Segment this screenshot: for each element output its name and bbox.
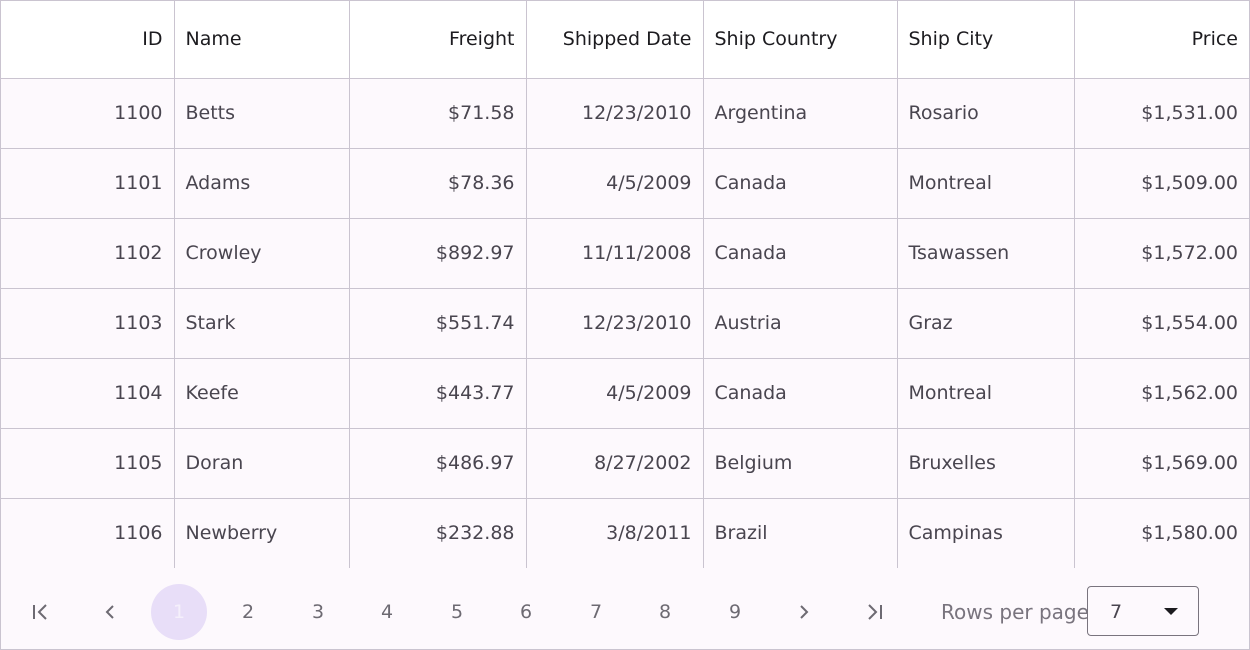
cell-shipped-date[interactable]: 12/23/2010 — [526, 78, 704, 149]
cell-price[interactable]: $1,572.00 — [1074, 218, 1249, 289]
cell-freight[interactable]: $443.77 — [349, 358, 527, 429]
chevron-right-icon — [800, 605, 809, 619]
cell-ship-country[interactable]: Brazil — [703, 498, 898, 569]
table-row[interactable]: 1101 Adams $78.36 4/5/2009 Canada Montre… — [1, 148, 1249, 219]
cell-name[interactable]: Doran — [174, 428, 350, 499]
column-header-freight[interactable]: Freight — [349, 1, 527, 79]
table-row[interactable]: 1103 Stark $551.74 12/23/2010 Austria Gr… — [1, 288, 1249, 359]
cell-ship-country[interactable]: Canada — [703, 358, 898, 429]
cell-freight[interactable]: $486.97 — [349, 428, 527, 499]
page-button-7[interactable]: 7 — [589, 601, 603, 623]
page-button-4[interactable]: 4 — [380, 601, 394, 623]
cell-ship-city[interactable]: Rosario — [897, 78, 1075, 149]
cell-ship-city[interactable]: Bruxelles — [897, 428, 1075, 499]
chevron-left-icon — [105, 605, 114, 619]
rows-per-page-select[interactable]: 7 — [1087, 586, 1199, 636]
cell-price[interactable]: $1,554.00 — [1074, 288, 1249, 359]
cell-name[interactable]: Crowley — [174, 218, 350, 289]
cell-id[interactable]: 1105 — [1, 428, 175, 499]
page-button-8[interactable]: 8 — [658, 601, 672, 623]
first-page-button[interactable] — [13, 584, 69, 640]
cell-ship-country[interactable]: Canada — [703, 148, 898, 219]
cell-id[interactable]: 1101 — [1, 148, 175, 219]
page-button-9[interactable]: 9 — [728, 601, 742, 623]
cell-ship-city[interactable]: Montreal — [897, 358, 1075, 429]
cell-shipped-date[interactable]: 4/5/2009 — [526, 358, 704, 429]
cell-name[interactable]: Keefe — [174, 358, 350, 429]
page-button-5[interactable]: 5 — [450, 601, 464, 623]
cell-freight[interactable]: $551.74 — [349, 288, 527, 359]
column-header-shipped-date[interactable]: Shipped Date — [526, 1, 704, 79]
page-button-2[interactable]: 2 — [241, 601, 255, 623]
cell-name[interactable]: Stark — [174, 288, 350, 359]
page-button-6[interactable]: 6 — [519, 601, 533, 623]
first-page-icon — [33, 604, 47, 620]
cell-ship-country[interactable]: Austria — [703, 288, 898, 359]
column-header-ship-city[interactable]: Ship City — [897, 1, 1075, 79]
page-button-3[interactable]: 3 — [311, 601, 325, 623]
cell-shipped-date[interactable]: 4/5/2009 — [526, 148, 704, 219]
cell-name[interactable]: Adams — [174, 148, 350, 219]
cell-id[interactable]: 1102 — [1, 218, 175, 289]
rows-per-page-value: 7 — [1110, 601, 1123, 623]
cell-name[interactable]: Newberry — [174, 498, 350, 569]
cell-freight[interactable]: $78.36 — [349, 148, 527, 219]
cell-freight[interactable]: $892.97 — [349, 218, 527, 289]
cell-id[interactable]: 1104 — [1, 358, 175, 429]
column-header-name[interactable]: Name — [174, 1, 350, 79]
cell-price[interactable]: $1,580.00 — [1074, 498, 1249, 569]
rows-per-page-label: Rows per page — [941, 600, 1089, 624]
last-page-button[interactable] — [846, 584, 902, 640]
table-row[interactable]: 1102 Crowley $892.97 11/11/2008 Canada T… — [1, 218, 1249, 289]
cell-id[interactable]: 1100 — [1, 78, 175, 149]
cell-id[interactable]: 1106 — [1, 498, 175, 569]
grid-table: ID Name Freight Shipped Date Ship Countr… — [1, 1, 1249, 569]
table-row[interactable]: 1100 Betts $71.58 12/23/2010 Argentina R… — [1, 78, 1249, 149]
table-row[interactable]: 1105 Doran $486.97 8/27/2002 Belgium Bru… — [1, 428, 1249, 499]
cell-freight[interactable]: $71.58 — [349, 78, 527, 149]
header-row: ID Name Freight Shipped Date Ship Countr… — [1, 1, 1249, 79]
cell-ship-city[interactable]: Campinas — [897, 498, 1075, 569]
cell-shipped-date[interactable]: 3/8/2011 — [526, 498, 704, 569]
cell-shipped-date[interactable]: 8/27/2002 — [526, 428, 704, 499]
cell-ship-city[interactable]: Tsawassen — [897, 218, 1075, 289]
table-row[interactable]: 1106 Newberry $232.88 3/8/2011 Brazil Ca… — [1, 498, 1249, 569]
page-button-1[interactable]: 1 — [151, 584, 207, 640]
cell-ship-country[interactable]: Canada — [703, 218, 898, 289]
next-page-button[interactable] — [776, 584, 832, 640]
pager: 1 2 3 4 5 6 7 8 9 Rows per page 7 — [1, 568, 1249, 649]
column-header-ship-country[interactable]: Ship Country — [703, 1, 898, 79]
cell-price[interactable]: $1,509.00 — [1074, 148, 1249, 219]
cell-price[interactable]: $1,569.00 — [1074, 428, 1249, 499]
cell-price[interactable]: $1,531.00 — [1074, 78, 1249, 149]
cell-price[interactable]: $1,562.00 — [1074, 358, 1249, 429]
cell-shipped-date[interactable]: 11/11/2008 — [526, 218, 704, 289]
cell-ship-city[interactable]: Graz — [897, 288, 1075, 359]
column-header-price[interactable]: Price — [1074, 1, 1249, 79]
cell-freight[interactable]: $232.88 — [349, 498, 527, 569]
column-header-id[interactable]: ID — [1, 1, 175, 79]
caret-down-icon — [1164, 608, 1178, 615]
cell-ship-country[interactable]: Belgium — [703, 428, 898, 499]
cell-ship-country[interactable]: Argentina — [703, 78, 898, 149]
cell-id[interactable]: 1103 — [1, 288, 175, 359]
previous-page-button[interactable] — [82, 584, 138, 640]
cell-shipped-date[interactable]: 12/23/2010 — [526, 288, 704, 359]
table-row[interactable]: 1104 Keefe $443.77 4/5/2009 Canada Montr… — [1, 358, 1249, 429]
last-page-icon — [868, 604, 882, 620]
cell-name[interactable]: Betts — [174, 78, 350, 149]
cell-ship-city[interactable]: Montreal — [897, 148, 1075, 219]
